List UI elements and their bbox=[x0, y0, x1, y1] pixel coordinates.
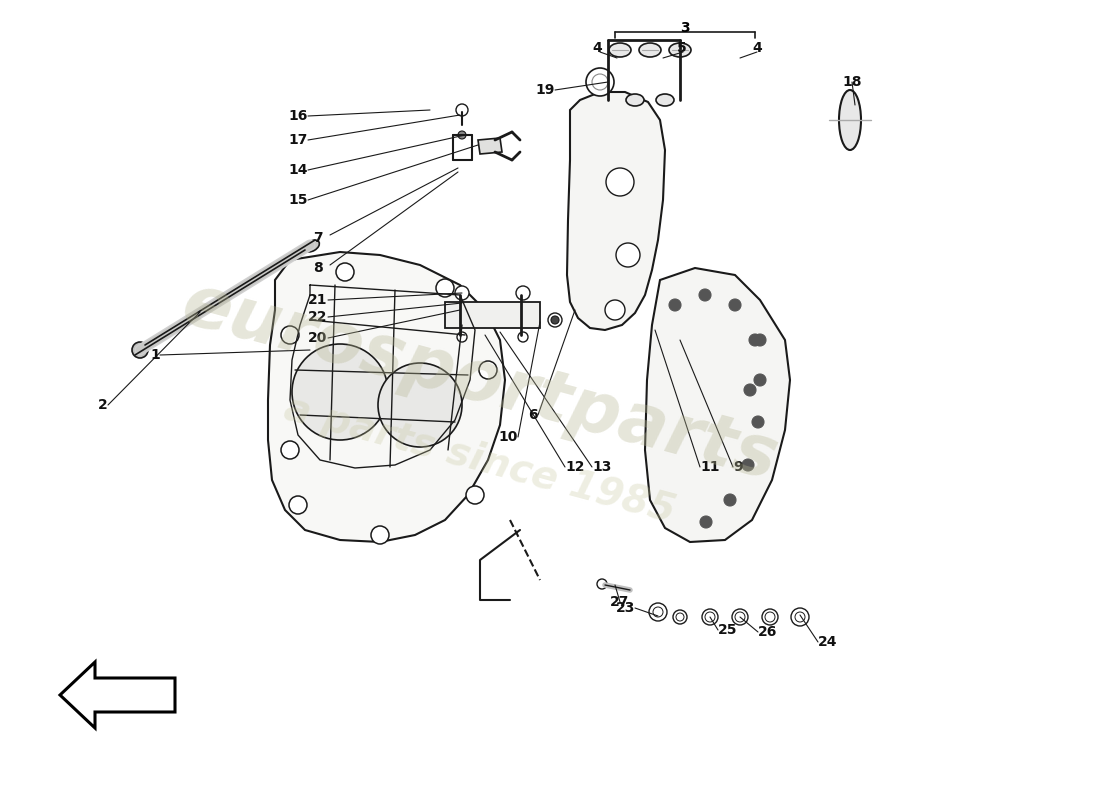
Text: 17: 17 bbox=[288, 133, 308, 147]
Circle shape bbox=[698, 289, 711, 301]
Circle shape bbox=[762, 609, 778, 625]
Circle shape bbox=[597, 579, 607, 589]
Text: 4: 4 bbox=[752, 41, 762, 55]
Circle shape bbox=[700, 516, 712, 528]
Text: 3: 3 bbox=[680, 21, 690, 35]
Text: 14: 14 bbox=[288, 163, 308, 177]
Circle shape bbox=[669, 299, 681, 311]
Circle shape bbox=[478, 361, 497, 379]
Circle shape bbox=[371, 526, 389, 544]
Text: 9: 9 bbox=[733, 460, 742, 474]
Ellipse shape bbox=[669, 43, 691, 57]
Circle shape bbox=[292, 344, 388, 440]
Text: 12: 12 bbox=[565, 460, 584, 474]
Circle shape bbox=[336, 263, 354, 281]
Circle shape bbox=[606, 168, 634, 196]
Text: 15: 15 bbox=[288, 193, 308, 207]
Circle shape bbox=[378, 363, 462, 447]
Circle shape bbox=[724, 494, 736, 506]
Circle shape bbox=[551, 316, 559, 324]
Text: eurosportparts: eurosportparts bbox=[175, 270, 785, 494]
Text: 24: 24 bbox=[818, 635, 837, 649]
Text: 7: 7 bbox=[314, 231, 322, 245]
Circle shape bbox=[791, 608, 808, 626]
Circle shape bbox=[518, 332, 528, 342]
Circle shape bbox=[754, 334, 766, 346]
Circle shape bbox=[280, 441, 299, 459]
Polygon shape bbox=[478, 138, 502, 154]
Text: 16: 16 bbox=[288, 109, 308, 123]
Ellipse shape bbox=[656, 94, 674, 106]
Text: 18: 18 bbox=[843, 75, 861, 89]
Polygon shape bbox=[645, 268, 790, 542]
Circle shape bbox=[702, 609, 718, 625]
Circle shape bbox=[754, 374, 766, 386]
Circle shape bbox=[455, 286, 469, 300]
Text: 5: 5 bbox=[678, 41, 686, 55]
Circle shape bbox=[649, 603, 667, 621]
Circle shape bbox=[744, 384, 756, 396]
Text: 4: 4 bbox=[592, 41, 602, 55]
Ellipse shape bbox=[609, 43, 631, 57]
Circle shape bbox=[742, 459, 754, 471]
Text: 11: 11 bbox=[700, 460, 719, 474]
Circle shape bbox=[456, 104, 468, 116]
Ellipse shape bbox=[626, 94, 644, 106]
Circle shape bbox=[516, 286, 530, 300]
Circle shape bbox=[732, 609, 748, 625]
Circle shape bbox=[673, 610, 688, 624]
Ellipse shape bbox=[639, 43, 661, 57]
Text: 23: 23 bbox=[616, 601, 635, 615]
Ellipse shape bbox=[305, 240, 319, 252]
Circle shape bbox=[458, 131, 466, 139]
Text: 8: 8 bbox=[314, 261, 323, 275]
Polygon shape bbox=[566, 92, 666, 330]
Circle shape bbox=[616, 243, 640, 267]
Text: 1: 1 bbox=[151, 348, 160, 362]
Circle shape bbox=[729, 299, 741, 311]
Text: 26: 26 bbox=[758, 625, 778, 639]
Circle shape bbox=[749, 334, 761, 346]
Text: 20: 20 bbox=[308, 331, 328, 345]
Text: 21: 21 bbox=[308, 293, 328, 307]
Circle shape bbox=[436, 279, 454, 297]
Circle shape bbox=[289, 496, 307, 514]
Text: 19: 19 bbox=[536, 83, 556, 97]
Text: 22: 22 bbox=[308, 310, 328, 324]
Text: a parts since 1985: a parts since 1985 bbox=[280, 390, 680, 530]
Circle shape bbox=[456, 332, 468, 342]
Text: 6: 6 bbox=[528, 408, 538, 422]
Text: 10: 10 bbox=[498, 430, 518, 444]
Ellipse shape bbox=[839, 90, 861, 150]
Circle shape bbox=[586, 68, 614, 96]
Circle shape bbox=[132, 342, 148, 358]
Text: 27: 27 bbox=[610, 595, 629, 609]
Polygon shape bbox=[446, 302, 540, 328]
Polygon shape bbox=[60, 662, 175, 728]
Text: 25: 25 bbox=[718, 623, 737, 637]
Circle shape bbox=[548, 313, 562, 327]
Text: 2: 2 bbox=[98, 398, 108, 412]
Circle shape bbox=[280, 326, 299, 344]
Polygon shape bbox=[268, 252, 505, 542]
Circle shape bbox=[752, 416, 764, 428]
Circle shape bbox=[605, 300, 625, 320]
Text: 13: 13 bbox=[592, 460, 612, 474]
Circle shape bbox=[466, 486, 484, 504]
